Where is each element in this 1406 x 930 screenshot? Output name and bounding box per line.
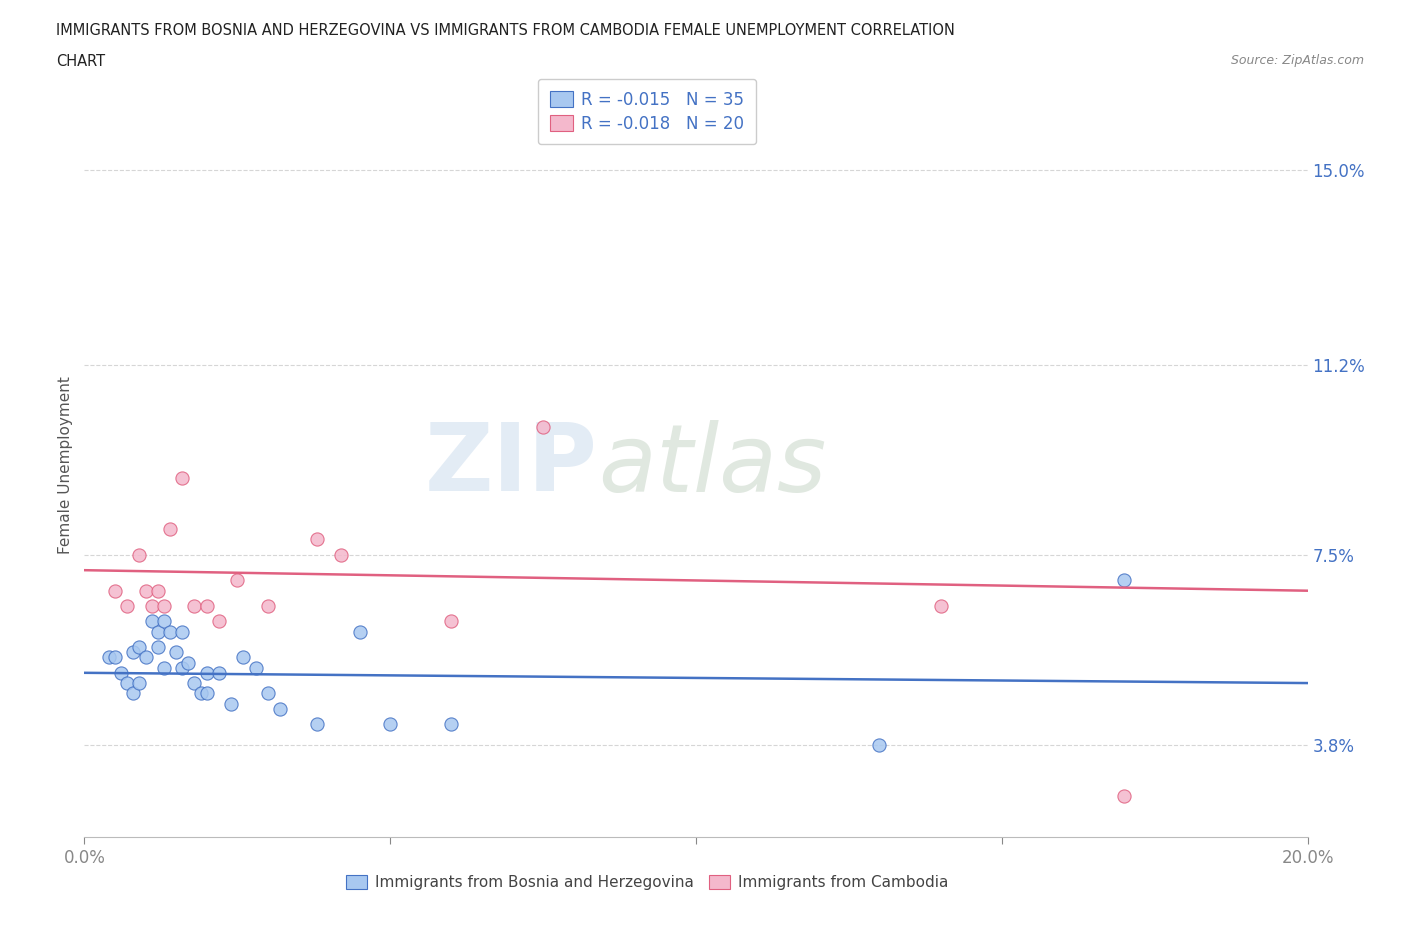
Text: IMMIGRANTS FROM BOSNIA AND HERZEGOVINA VS IMMIGRANTS FROM CAMBODIA FEMALE UNEMPL: IMMIGRANTS FROM BOSNIA AND HERZEGOVINA V… bbox=[56, 23, 955, 38]
Point bbox=[122, 686, 145, 701]
Point bbox=[929, 599, 952, 614]
Point bbox=[141, 599, 163, 614]
Point bbox=[172, 624, 194, 639]
Point bbox=[305, 717, 328, 732]
Point bbox=[146, 624, 169, 639]
Point bbox=[115, 675, 138, 690]
Point bbox=[146, 583, 169, 598]
Point bbox=[104, 583, 127, 598]
Text: Source: ZipAtlas.com: Source: ZipAtlas.com bbox=[1230, 54, 1364, 67]
Point bbox=[257, 686, 280, 701]
Point bbox=[128, 548, 150, 563]
Point bbox=[1114, 573, 1136, 588]
Point bbox=[141, 614, 163, 629]
Text: atlas: atlas bbox=[598, 419, 827, 511]
Point bbox=[172, 471, 194, 485]
Text: CHART: CHART bbox=[56, 54, 105, 69]
Point bbox=[380, 717, 402, 732]
Point bbox=[110, 665, 132, 680]
Point bbox=[1114, 789, 1136, 804]
Point bbox=[183, 675, 205, 690]
Point bbox=[195, 665, 218, 680]
Point bbox=[115, 599, 138, 614]
Point bbox=[177, 655, 200, 670]
Point bbox=[195, 599, 218, 614]
Point bbox=[208, 665, 231, 680]
Point bbox=[245, 660, 267, 675]
Point bbox=[195, 686, 218, 701]
Point bbox=[97, 650, 120, 665]
Point bbox=[135, 583, 157, 598]
Point bbox=[128, 640, 150, 655]
Point bbox=[349, 624, 371, 639]
Point bbox=[128, 675, 150, 690]
Point bbox=[219, 697, 242, 711]
Point bbox=[190, 686, 212, 701]
Point bbox=[257, 599, 280, 614]
Point bbox=[183, 599, 205, 614]
Point bbox=[869, 737, 891, 752]
Point bbox=[159, 624, 181, 639]
Point bbox=[146, 640, 169, 655]
Point bbox=[305, 532, 328, 547]
Point bbox=[104, 650, 127, 665]
Point bbox=[135, 650, 157, 665]
Point bbox=[208, 614, 231, 629]
Point bbox=[172, 660, 194, 675]
Point bbox=[440, 717, 463, 732]
Point bbox=[165, 644, 187, 659]
Legend: Immigrants from Bosnia and Herzegovina, Immigrants from Cambodia: Immigrants from Bosnia and Herzegovina, … bbox=[340, 869, 955, 897]
Point bbox=[153, 614, 176, 629]
Point bbox=[531, 419, 554, 434]
Point bbox=[153, 660, 176, 675]
Point bbox=[122, 644, 145, 659]
Text: ZIP: ZIP bbox=[425, 419, 598, 511]
Y-axis label: Female Unemployment: Female Unemployment bbox=[58, 376, 73, 554]
Point bbox=[440, 614, 463, 629]
Point bbox=[232, 650, 254, 665]
Point bbox=[226, 573, 249, 588]
Point bbox=[159, 522, 181, 537]
Point bbox=[330, 548, 353, 563]
Point bbox=[269, 701, 291, 716]
Point bbox=[153, 599, 176, 614]
